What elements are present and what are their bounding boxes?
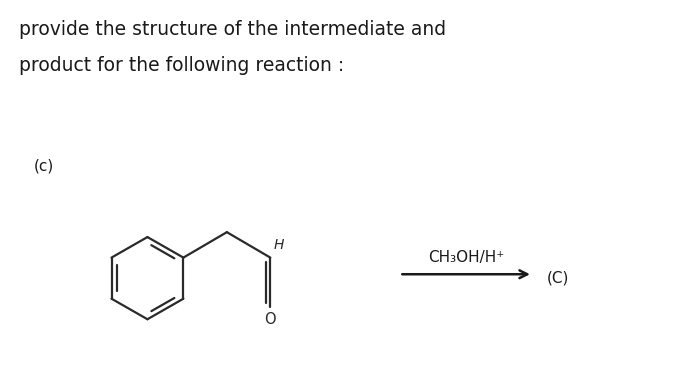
Text: (C): (C): [547, 271, 569, 286]
Text: H: H: [273, 238, 284, 252]
Text: product for the following reaction :: product for the following reaction :: [19, 56, 344, 75]
Text: (c): (c): [34, 159, 54, 174]
Text: provide the structure of the intermediate and: provide the structure of the intermediat…: [19, 20, 446, 39]
Text: O: O: [265, 312, 276, 327]
Text: CH₃OH/H⁺: CH₃OH/H⁺: [428, 250, 504, 265]
